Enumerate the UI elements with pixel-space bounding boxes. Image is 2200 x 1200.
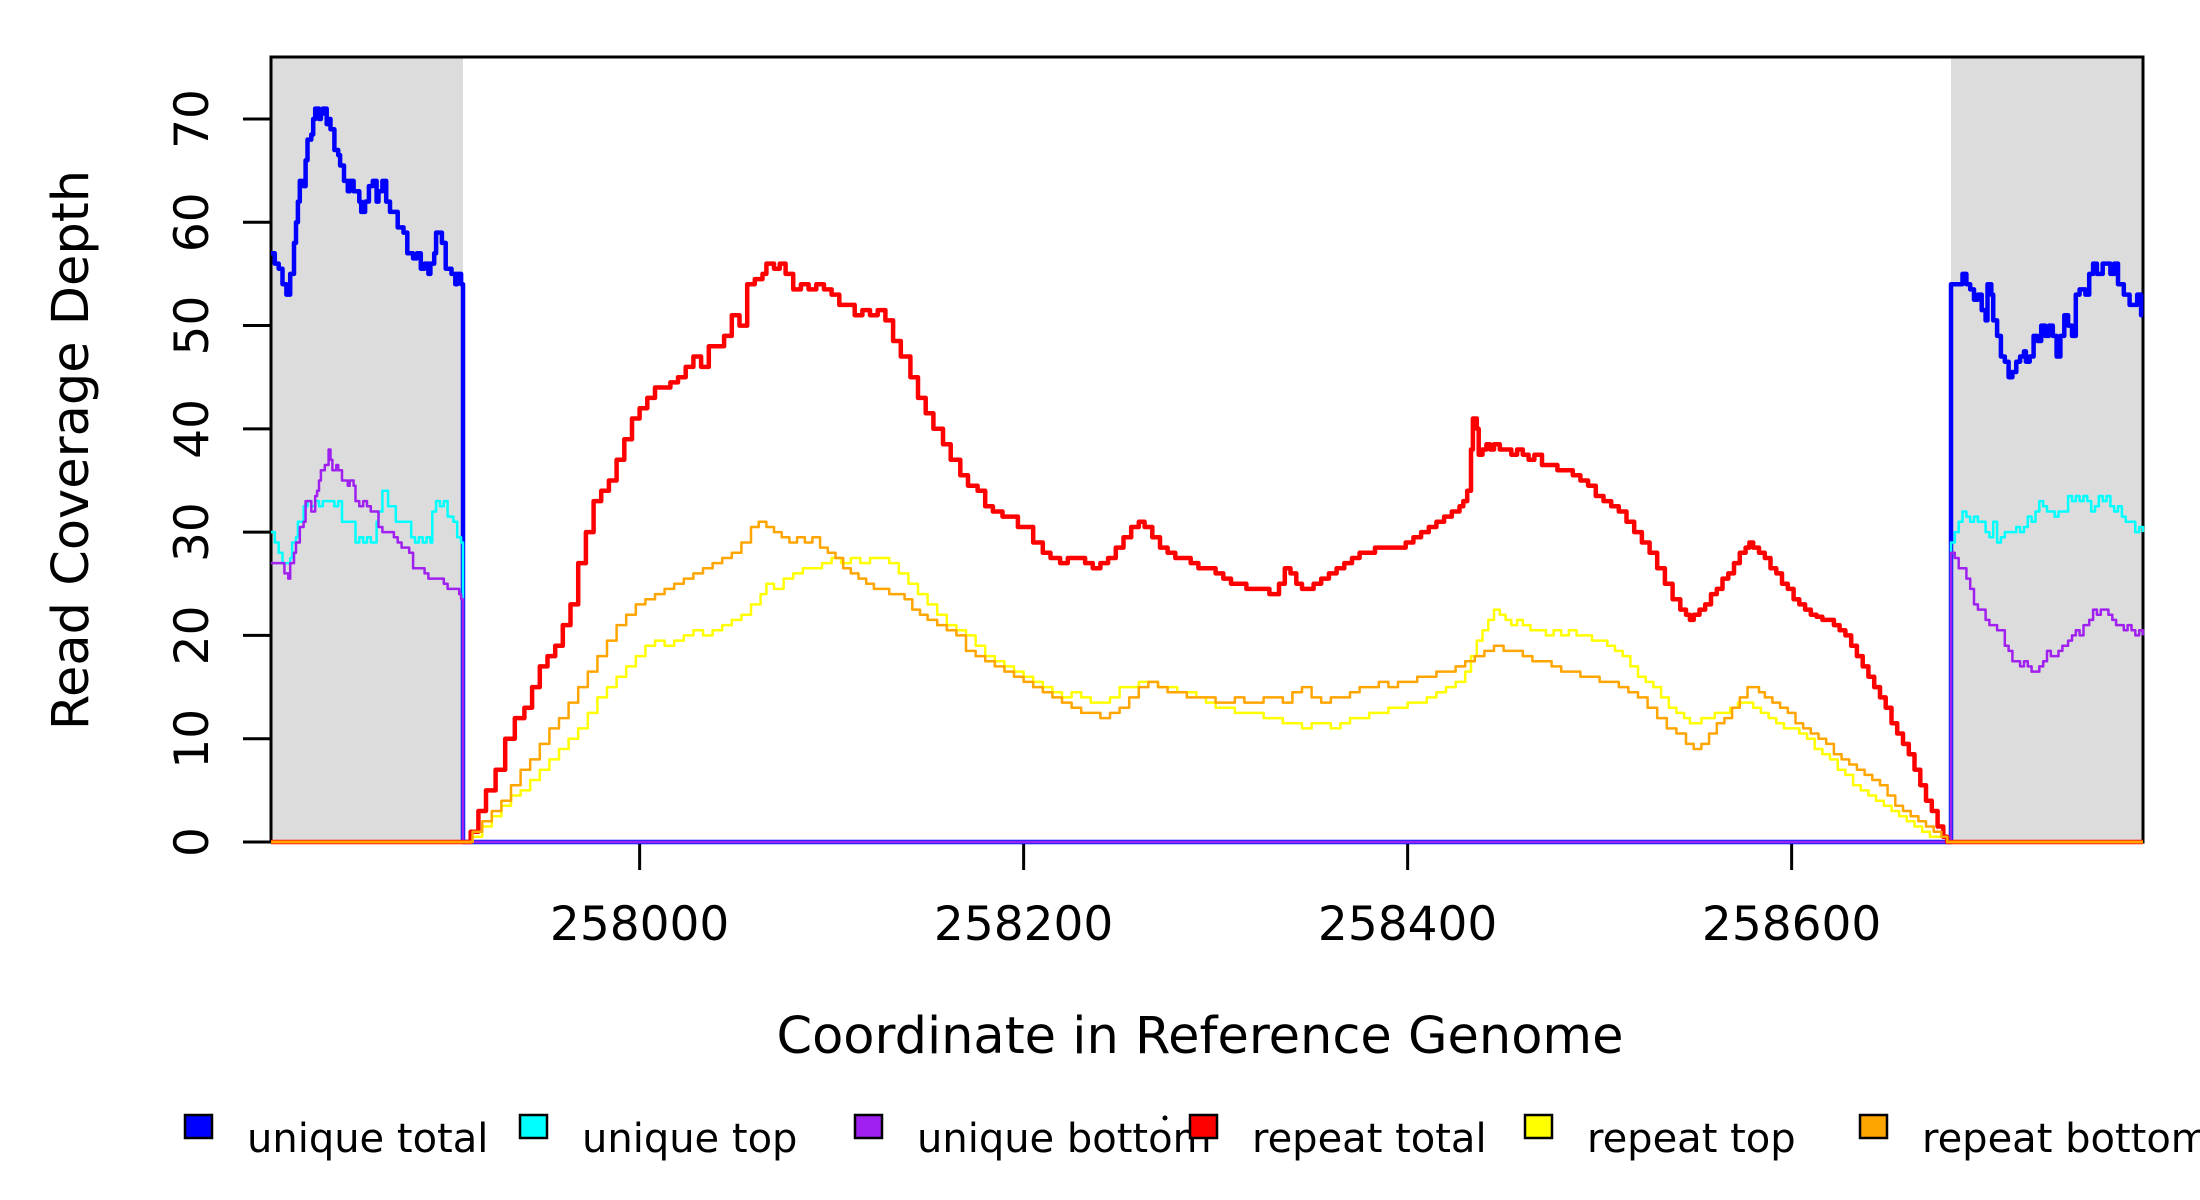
legend-swatch-repeat-bottom [1858,1113,1889,1140]
y-tick-label: 0 [165,827,220,857]
x-axis-title: Coordinate in Reference Genome [776,1007,1623,1066]
y-tick-label: 10 [165,709,220,769]
x-tick-label: 258600 [1702,897,1881,952]
x-tick-label: 258200 [934,897,1113,952]
series-unique-bottom [271,448,2145,844]
legend-swatch-unique-bottom [853,1113,884,1140]
plot-border [269,55,2145,844]
x-tick-label: 258400 [1318,897,1497,952]
y-axis-title: Read Coverage Depth [42,170,101,730]
legend-swatch-repeat-total [1188,1113,1219,1140]
x-tick-label: 258000 [550,897,729,952]
unique-region-left [271,57,463,842]
y-tick-label: 20 [165,606,220,666]
y-tick-label: 40 [165,399,220,459]
axis-ticks: 0 10 20 30 40 50 60 70 258000 258200 258400 258600 [165,89,1881,952]
series-repeat-total [271,261,2143,845]
series-unique-total [271,106,2144,845]
y-tick-label: 60 [165,192,220,252]
legend-label-repeat-bottom: repeat bottom [1922,1116,2200,1162]
y-tick-label: 30 [165,502,220,562]
legend-label-repeat-total: repeat total [1252,1116,1487,1162]
legend-label-unique-top: unique top [582,1116,797,1162]
legend-label-repeat-top: repeat top [1587,1116,1796,1162]
legend-swatch-unique-total [183,1113,214,1140]
unique-region-shading [271,57,2143,842]
legend-artifact-dot [1162,1115,1168,1121]
series-repeat-bottom [271,520,2143,844]
y-tick-label: 70 [165,89,220,149]
legend-label-unique-total: unique total [247,1116,488,1162]
legend-swatch-repeat-top [1523,1113,1554,1140]
legend-label-unique-bottom: unique bottom [917,1116,1212,1162]
series-repeat-top [271,556,2143,844]
y-tick-label: 50 [165,296,220,356]
unique-region-right [1951,57,2143,842]
legend: unique total unique top unique bottom repea… [183,1113,2200,1162]
series-lines [271,106,2145,845]
legend-swatch-unique-top [518,1113,549,1140]
